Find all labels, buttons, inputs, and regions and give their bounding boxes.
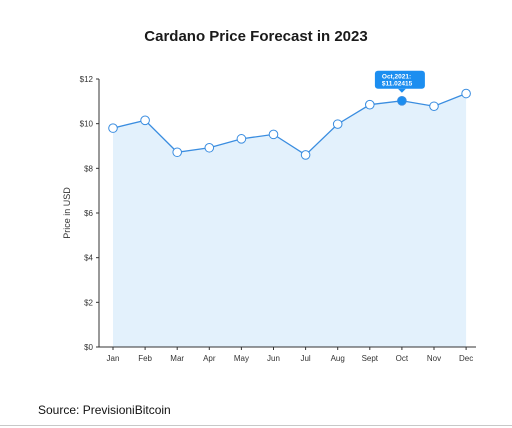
- data-point-highlight: [397, 95, 407, 106]
- x-tick-label: Oct: [396, 354, 409, 363]
- data-point: [108, 123, 118, 133]
- y-tick-label: $2: [84, 298, 93, 307]
- x-tick-label: Apr: [203, 354, 216, 363]
- data-point: [429, 101, 439, 112]
- y-axis-label: Price in USD: [62, 187, 72, 239]
- bottom-divider: [0, 425, 512, 426]
- data-point: [140, 115, 150, 126]
- data-point: [365, 99, 375, 110]
- data-point: [172, 147, 182, 158]
- y-tick-label: $0: [84, 343, 93, 352]
- y-tick-label: $12: [80, 75, 94, 84]
- source-note: Source: PrevisioniBitcoin: [38, 403, 171, 417]
- annotation-line1: Oct,2021:: [382, 73, 411, 80]
- x-tick-label: May: [234, 354, 249, 363]
- x-tick-label: Feb: [138, 354, 152, 363]
- x-tick-label: Dec: [459, 354, 473, 363]
- x-tick-label: Jun: [267, 354, 280, 363]
- x-tick-label: Nov: [427, 354, 441, 363]
- y-tick-label: $4: [84, 254, 93, 263]
- area-fill: [113, 93, 467, 348]
- annotation-pointer: [397, 88, 406, 93]
- line-chart: $0 $2 $4 $6 $8 $10 $12 Jan Feb Mar Apr May Jun Jul Aug…: [62, 70, 476, 363]
- data-point: [236, 134, 247, 144]
- data-point: [332, 119, 343, 129]
- y-tick-label: $10: [80, 120, 94, 129]
- series-line: [112, 92, 467, 156]
- x-tick-label: Mar: [170, 354, 184, 363]
- data-point: [300, 150, 311, 160]
- data-point: [268, 129, 279, 140]
- x-tick-label: Sept: [362, 354, 379, 363]
- x-tick-label: Jan: [107, 354, 120, 363]
- x-tick-label: Aug: [331, 354, 345, 363]
- chart-title: Cardano Price Forecast in 2023: [144, 28, 368, 45]
- y-tick-label: $8: [84, 164, 93, 173]
- data-point: [204, 142, 215, 153]
- data-point: [461, 88, 471, 99]
- x-tick-label: Jul: [300, 354, 310, 363]
- annotation-box: [374, 70, 425, 89]
- annotation-line2: $11.02415: [382, 80, 413, 87]
- y-tick-label: $6: [84, 209, 93, 218]
